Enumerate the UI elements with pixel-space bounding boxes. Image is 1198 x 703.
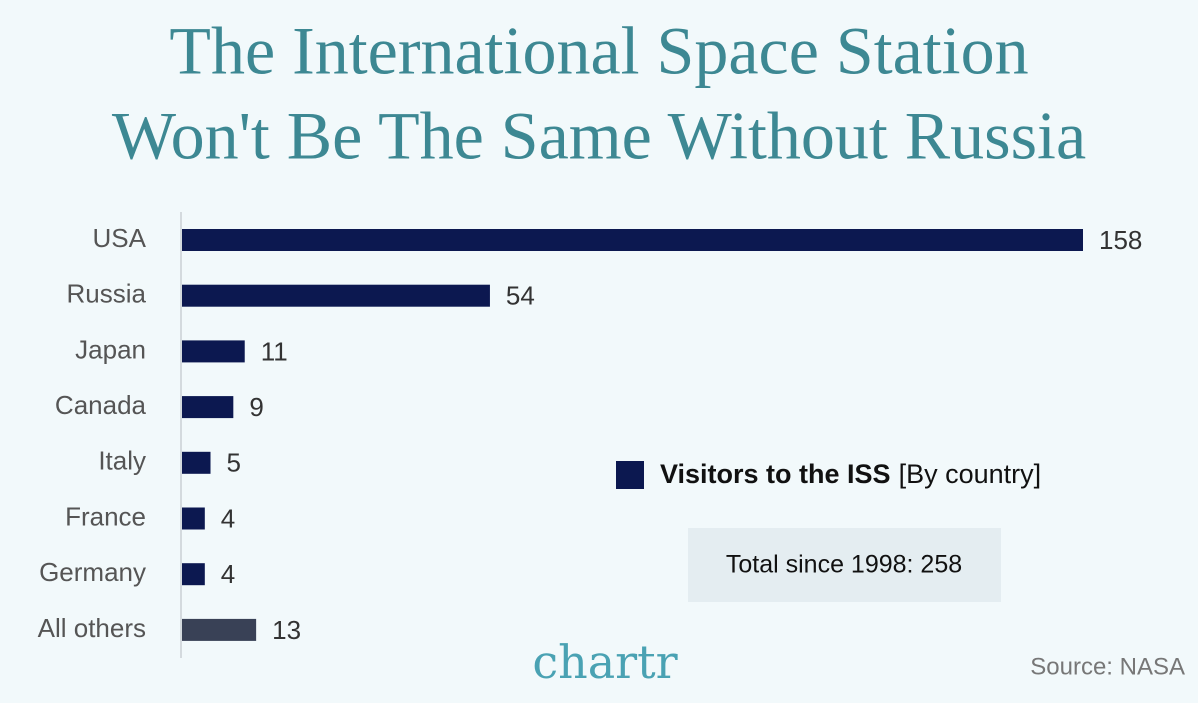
value-label: 13 [272,615,301,645]
value-label: 9 [249,392,263,422]
y-tick-label: Russia [67,279,147,309]
legend-label: Visitors to the ISS [By country] [660,459,1041,489]
y-tick-label: France [65,501,146,531]
bar [182,563,205,586]
bar [182,451,211,474]
value-label: 11 [261,336,288,366]
y-tick-label: Canada [55,390,147,420]
bar [182,284,490,307]
bar [182,340,245,363]
y-tick-label: All others [38,613,146,643]
bar [182,507,205,530]
y-tick-label: Japan [75,334,146,364]
chart-title: The International Space Station [169,13,1028,89]
legend-note: [By country] [899,459,1042,489]
y-tick-label: USA [93,223,147,253]
logo: chartr [532,635,677,689]
chart-title: Won't Be The Same Without Russia [112,98,1086,174]
value-label: 4 [221,503,235,533]
annotation: Total since 1998: 258 [726,551,962,579]
source: Source: NASA [1030,653,1185,680]
value-label: 54 [506,281,535,311]
value-label: 5 [227,448,241,478]
bar [182,618,257,641]
annotation-box [688,528,1001,602]
legend-swatch [616,461,644,489]
bar [182,229,1083,251]
value-label: 4 [221,559,235,589]
legend-name: Visitors to the ISS [660,459,891,489]
y-tick-label: Italy [98,446,146,476]
y-tick-label: Germany [39,557,146,587]
bar [182,396,234,419]
value-label: 158 [1099,225,1142,255]
